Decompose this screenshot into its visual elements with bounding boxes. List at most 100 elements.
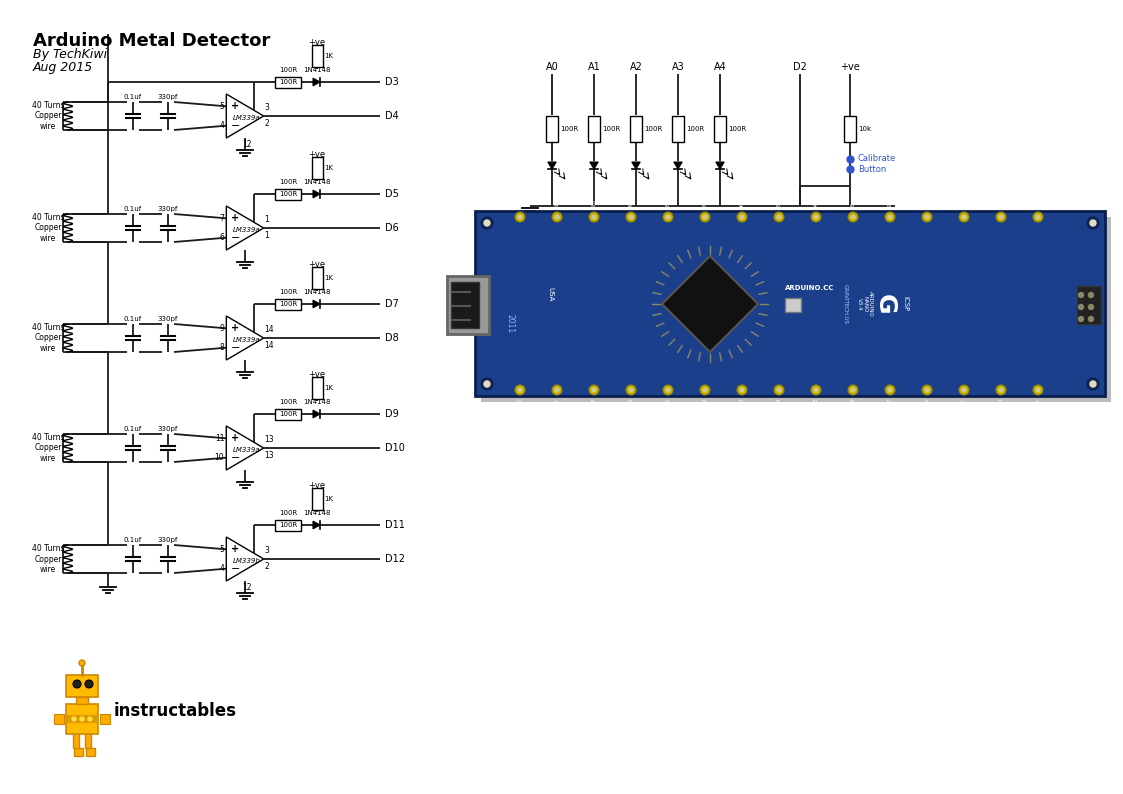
Circle shape — [851, 388, 855, 392]
Text: GND: GND — [924, 198, 930, 209]
Text: 40 Turns
Copper
wire: 40 Turns Copper wire — [31, 323, 64, 353]
Text: A1: A1 — [587, 62, 601, 72]
Text: −: − — [231, 343, 240, 353]
Bar — [74, 748, 83, 756]
Text: −: − — [231, 233, 240, 243]
Circle shape — [588, 212, 599, 222]
Text: D2: D2 — [887, 202, 893, 209]
Bar — [588, 116, 600, 142]
Circle shape — [555, 215, 559, 219]
Bar — [714, 116, 725, 142]
Polygon shape — [313, 78, 320, 86]
Bar — [85, 732, 91, 748]
Text: A4: A4 — [776, 398, 782, 404]
Bar — [844, 116, 856, 142]
Text: A7: A7 — [887, 398, 893, 404]
Bar — [672, 116, 684, 142]
Text: 1N4148: 1N4148 — [303, 510, 331, 516]
Text: 2011: 2011 — [505, 314, 514, 333]
Text: 100R: 100R — [279, 399, 298, 405]
Circle shape — [592, 215, 596, 219]
Circle shape — [1037, 388, 1040, 392]
Text: 5: 5 — [219, 102, 225, 111]
Text: −: − — [231, 121, 240, 131]
Polygon shape — [313, 190, 320, 198]
Polygon shape — [313, 300, 320, 308]
Text: A6: A6 — [850, 398, 856, 404]
Circle shape — [1088, 305, 1094, 310]
Text: D4: D4 — [813, 202, 819, 209]
Text: +: + — [231, 102, 239, 111]
Text: D6: D6 — [385, 223, 399, 233]
Text: 40 Turns
Copper
wire: 40 Turns Copper wire — [31, 213, 64, 243]
Circle shape — [588, 385, 599, 395]
Circle shape — [629, 388, 633, 392]
Text: 4: 4 — [219, 121, 225, 130]
Text: 1K: 1K — [325, 385, 334, 391]
Bar — [76, 697, 88, 704]
Circle shape — [1033, 212, 1043, 222]
Circle shape — [962, 215, 966, 219]
Polygon shape — [715, 162, 724, 169]
Text: 13: 13 — [265, 451, 274, 460]
Text: D7: D7 — [703, 202, 707, 209]
Text: 40 Turns
Copper
wire: 40 Turns Copper wire — [31, 433, 64, 463]
Text: +: + — [231, 434, 239, 443]
Text: 330pf: 330pf — [158, 94, 179, 100]
Circle shape — [1078, 292, 1084, 298]
Bar — [275, 188, 301, 199]
Text: D2: D2 — [793, 62, 807, 72]
Bar — [475, 211, 1105, 396]
Circle shape — [1033, 385, 1043, 395]
Circle shape — [592, 388, 596, 392]
Bar — [100, 714, 110, 724]
Text: 100R: 100R — [279, 191, 298, 197]
Text: By TechKiwi: By TechKiwi — [33, 48, 107, 61]
Circle shape — [629, 215, 633, 219]
Polygon shape — [313, 410, 320, 418]
Text: 330pf: 330pf — [158, 426, 179, 432]
Text: A2: A2 — [630, 62, 642, 72]
Text: LM339b: LM339b — [234, 558, 261, 564]
Text: D11: D11 — [555, 199, 559, 209]
Text: 3V3: 3V3 — [555, 398, 559, 407]
Circle shape — [922, 212, 932, 222]
Text: LM339a: LM339a — [234, 227, 261, 233]
Text: D6: D6 — [740, 202, 745, 209]
Text: 14: 14 — [265, 341, 274, 350]
Text: 100R: 100R — [279, 301, 298, 307]
Bar — [311, 267, 322, 289]
Text: 0.1uf: 0.1uf — [124, 316, 143, 322]
Text: 1N4148: 1N4148 — [303, 67, 331, 73]
Circle shape — [666, 215, 670, 219]
Text: 5V: 5V — [924, 398, 930, 404]
Text: 4: 4 — [219, 565, 225, 573]
Text: instructables: instructables — [115, 702, 237, 720]
Text: 10: 10 — [214, 453, 225, 462]
Circle shape — [663, 385, 673, 395]
Text: A4: A4 — [713, 62, 727, 72]
Text: A2: A2 — [703, 398, 707, 404]
Circle shape — [740, 388, 745, 392]
Text: 3: 3 — [265, 103, 270, 112]
Circle shape — [1078, 317, 1084, 322]
Text: 330pf: 330pf — [158, 206, 179, 212]
Circle shape — [1037, 215, 1040, 219]
Text: 11: 11 — [214, 434, 225, 443]
Polygon shape — [661, 256, 758, 352]
Text: D7: D7 — [385, 299, 399, 309]
Text: LM339a: LM339a — [234, 337, 261, 343]
Text: 100R: 100R — [279, 289, 298, 295]
Circle shape — [774, 385, 784, 395]
Text: D5: D5 — [776, 202, 782, 209]
Circle shape — [700, 212, 710, 222]
Polygon shape — [548, 162, 556, 169]
Text: D10: D10 — [592, 199, 596, 209]
Circle shape — [88, 717, 92, 721]
Text: D8: D8 — [385, 333, 399, 343]
Text: D12: D12 — [518, 199, 522, 209]
Bar — [54, 714, 64, 724]
Text: D9: D9 — [385, 409, 399, 419]
Text: 40 Turns
Copper
wire: 40 Turns Copper wire — [31, 101, 64, 131]
Text: RX0: RX0 — [998, 199, 1004, 209]
